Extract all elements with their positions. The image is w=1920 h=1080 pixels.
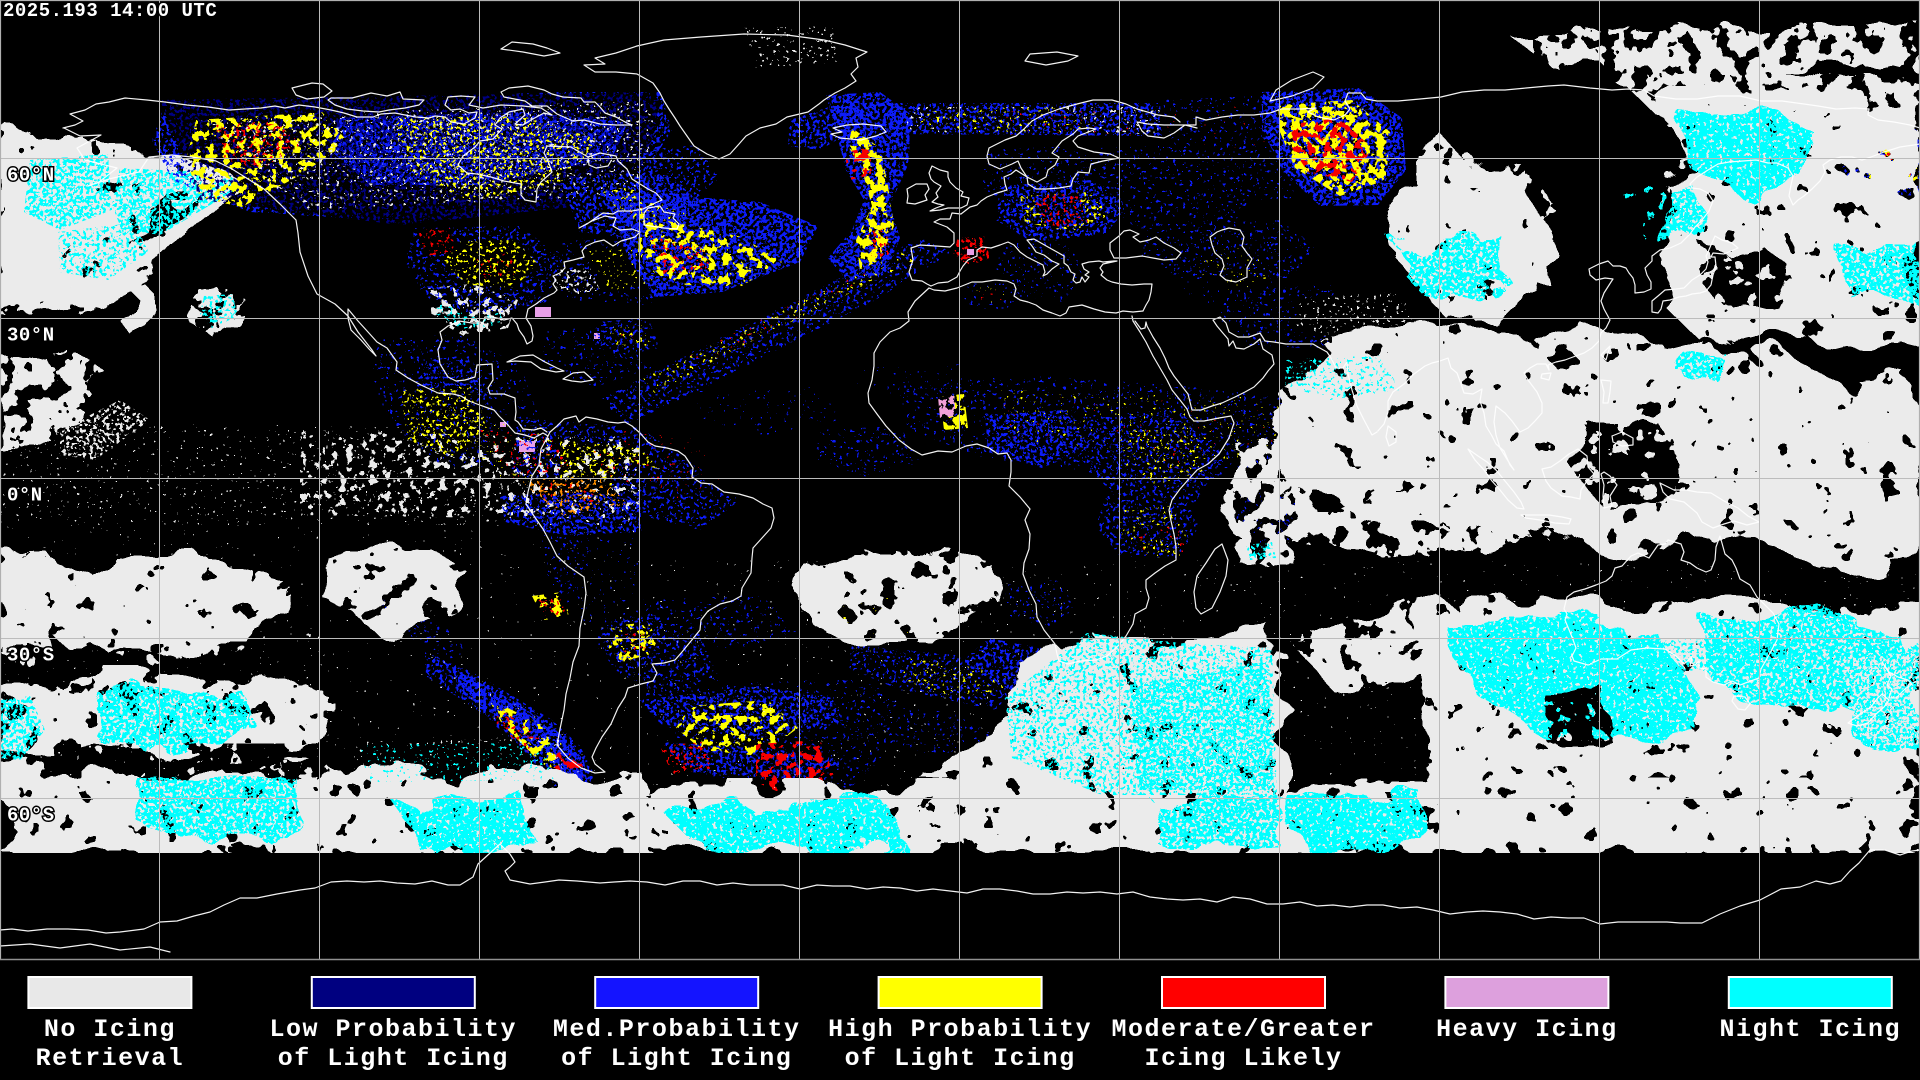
svg-text:60°S: 60°S: [7, 805, 55, 827]
svg-text:No Icing: No Icing: [44, 1015, 176, 1044]
svg-text:Low Probability: Low Probability: [270, 1015, 518, 1044]
svg-text:30°S: 30°S: [7, 645, 55, 667]
svg-text:30°N: 30°N: [7, 325, 55, 347]
svg-text:Heavy Icing: Heavy Icing: [1436, 1015, 1618, 1044]
svg-text:60°N: 60°N: [7, 165, 55, 187]
svg-text:High Probability: High Probability: [828, 1015, 1092, 1044]
svg-text:of Light Icing: of Light Icing: [561, 1044, 792, 1073]
svg-text:of Light Icing: of Light Icing: [845, 1044, 1076, 1073]
svg-text:2025.193 14:00 UTC: 2025.193 14:00 UTC: [3, 0, 217, 22]
svg-text:Retrieval: Retrieval: [36, 1044, 185, 1073]
svg-text:0°N: 0°N: [7, 485, 43, 507]
svg-text:Med.Probability: Med.Probability: [553, 1015, 801, 1044]
svg-text:of Light Icing: of Light Icing: [278, 1044, 509, 1073]
svg-text:Icing Likely: Icing Likely: [1144, 1044, 1342, 1073]
svg-text:Moderate/Greater: Moderate/Greater: [1111, 1015, 1375, 1044]
svg-text:Night Icing: Night Icing: [1720, 1015, 1902, 1044]
